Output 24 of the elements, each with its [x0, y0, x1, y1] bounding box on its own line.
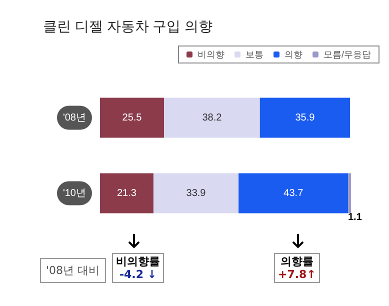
data-label: 21.3 [116, 188, 137, 199]
bar [100, 98, 164, 138]
legend-label: 보통 [246, 50, 264, 60]
legend-label: 비의향 [198, 50, 224, 60]
bar [100, 173, 154, 214]
data-label: 25.5 [122, 112, 142, 124]
y-tick-label: '10년 [62, 188, 86, 199]
data-label: 1.1 [348, 212, 362, 223]
data-label: 33.9 [186, 188, 206, 199]
chart-title: 클린 디젤 자동차 구입 의향 [43, 18, 213, 34]
bar [164, 98, 260, 138]
text: '08년 대비 [45, 263, 101, 279]
data-label: 35.9 [295, 112, 316, 124]
text: 의향률 +7.8↑ [278, 255, 316, 281]
legend-label: 모름/무응답 [324, 50, 372, 60]
legend-label: 의향 [284, 50, 302, 60]
bar [238, 173, 348, 214]
data-label: 43.7 [284, 188, 304, 199]
text: 비의향률 -4.2 ↓ [116, 255, 160, 281]
bar [153, 173, 239, 214]
bar [348, 173, 351, 214]
bar [260, 98, 350, 138]
y-tick-label: '08년 [62, 112, 86, 124]
data-label: 38.2 [202, 112, 222, 124]
